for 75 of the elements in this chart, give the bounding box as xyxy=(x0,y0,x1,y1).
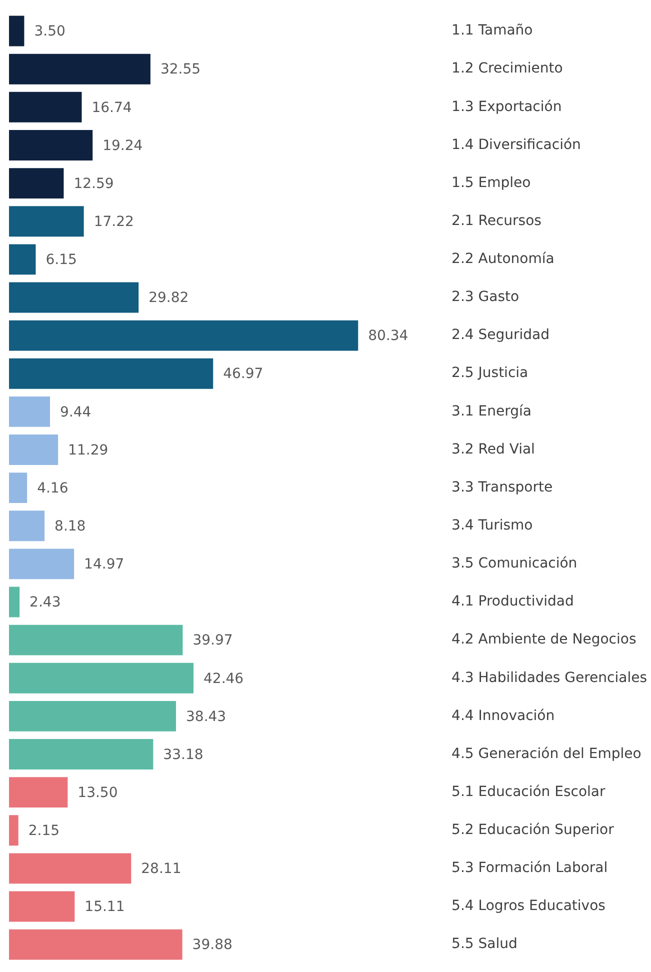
y-tick-label: 1.1 Tamaño xyxy=(452,22,533,39)
bar xyxy=(9,510,45,542)
y-tick-label: 3.4 Turismo xyxy=(452,518,533,534)
y-tick-label: 1.3 Exportación xyxy=(452,98,562,115)
y-tick-label: 4.1 Productividad xyxy=(452,594,574,610)
data-label: 17.22 xyxy=(94,214,134,230)
data-label: 2.15 xyxy=(28,823,60,840)
data-label: 12.59 xyxy=(74,176,114,192)
y-tick-label: 4.5 Generación del Empleo xyxy=(452,746,642,762)
y-tick-label: 1.5 Empleo xyxy=(452,174,531,191)
y-tick-label: 3.3 Transporte xyxy=(452,479,553,496)
y-tick-label: 3.2 Red Vial xyxy=(452,441,535,458)
bar xyxy=(9,777,68,808)
data-label: 42.46 xyxy=(204,670,244,687)
y-tick-label: 4.4 Innovación xyxy=(452,708,555,724)
data-label: 32.55 xyxy=(160,62,201,78)
y-tick-label: 2.2 Autonomía xyxy=(452,251,554,268)
data-label: 11.29 xyxy=(68,442,108,458)
data-label: 39.97 xyxy=(192,632,233,649)
data-label: 28.11 xyxy=(141,861,182,878)
data-label: 14.97 xyxy=(84,556,124,573)
bar xyxy=(9,168,64,199)
y-tick-label: 2.4 Seguridad xyxy=(452,327,550,344)
bar xyxy=(9,853,132,884)
bar xyxy=(9,586,20,618)
bar xyxy=(9,320,358,351)
data-label: 39.88 xyxy=(192,937,232,954)
bar xyxy=(9,206,84,237)
data-label: 4.16 xyxy=(37,480,68,496)
y-tick-label: 5.4 Logros Educativos xyxy=(452,898,606,914)
data-label: 3.50 xyxy=(34,24,66,40)
y-tick-label: 4.2 Ambiente de Negocios xyxy=(452,632,636,648)
data-label: 29.82 xyxy=(148,290,189,306)
bar xyxy=(9,700,176,732)
bar xyxy=(9,16,24,46)
y-tick-label: 5.1 Educación Escolar xyxy=(452,784,606,800)
data-label: 13.50 xyxy=(78,784,118,801)
y-tick-label: 1.2 Crecimiento xyxy=(452,60,563,77)
data-label: 8.18 xyxy=(54,518,86,535)
bar xyxy=(9,358,214,389)
y-tick-label: 3.1 Energía xyxy=(452,403,532,420)
data-label: 15.11 xyxy=(84,899,125,916)
data-label: 80.34 xyxy=(368,328,408,344)
y-tick-label: 2.1 Recursos xyxy=(452,212,542,229)
y-tick-label: 5.3 Formación Laboral xyxy=(452,860,608,876)
bar xyxy=(9,472,28,504)
y-tick-label: 4.3 Habilidades Gerenciales xyxy=(452,670,648,686)
bar xyxy=(9,92,82,122)
bar xyxy=(9,891,75,922)
y-tick-label: 5.5 Salud xyxy=(452,936,518,952)
data-label: 38.43 xyxy=(186,708,226,725)
bar xyxy=(9,282,139,313)
y-tick-label: 2.3 Gasto xyxy=(452,289,520,306)
bar xyxy=(9,548,74,580)
bar xyxy=(9,130,93,160)
bar xyxy=(9,244,36,275)
bar xyxy=(9,434,58,465)
bar xyxy=(9,739,154,770)
data-label: 2.43 xyxy=(30,594,61,611)
bar xyxy=(9,396,50,427)
data-label: 33.18 xyxy=(163,746,204,763)
data-label: 46.97 xyxy=(223,366,264,382)
data-label: 19.24 xyxy=(102,138,143,154)
y-tick-label: 2.5 Justicia xyxy=(452,365,528,382)
data-label: 9.44 xyxy=(60,404,92,420)
bar xyxy=(9,815,18,846)
data-label: 16.74 xyxy=(92,100,132,116)
y-tick-label: 5.2 Educación Superior xyxy=(452,822,614,838)
y-tick-label: 1.4 Diversificación xyxy=(452,136,581,153)
bar xyxy=(9,929,182,960)
y-tick-label: 3.5 Comunicación xyxy=(452,556,578,572)
bar xyxy=(9,624,183,656)
data-label: 6.15 xyxy=(46,252,77,268)
bar xyxy=(9,54,150,84)
bar xyxy=(9,662,194,694)
